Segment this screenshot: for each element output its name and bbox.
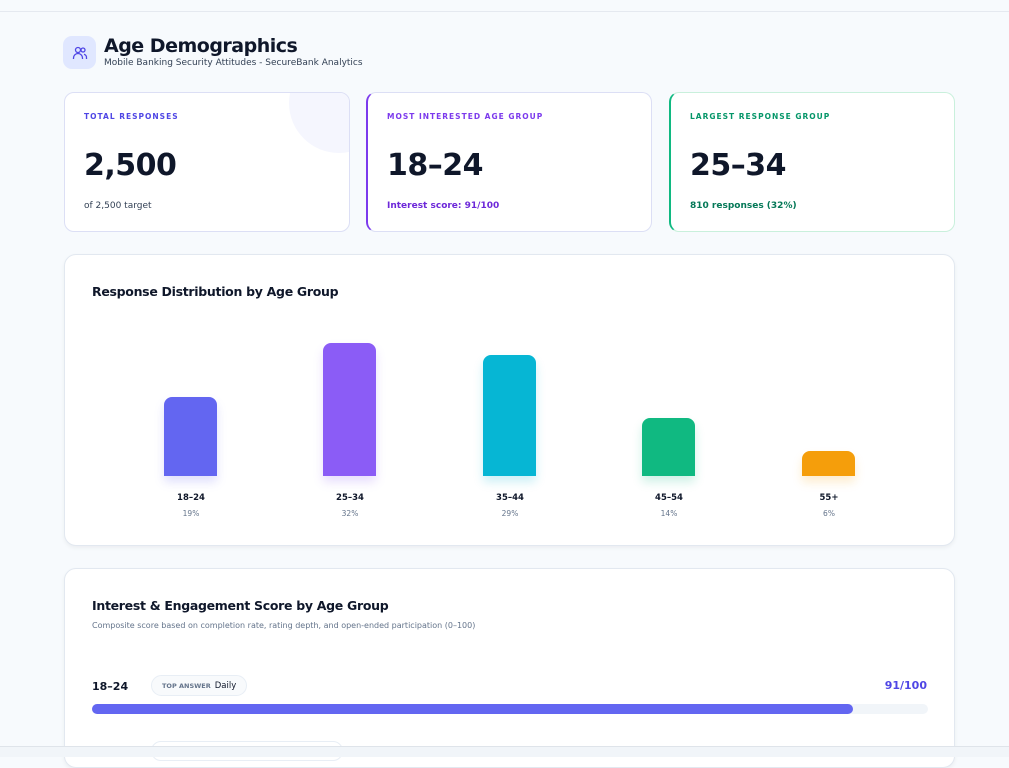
data-label: 14% — [660, 509, 678, 518]
row-age-group: 18–24 — [92, 680, 129, 693]
data-label: 29% — [501, 509, 519, 518]
stat-sub: 810 responses (32%) — [690, 201, 797, 211]
top-answer-label: TOP ANSWER — [162, 681, 211, 690]
engagement-title: Interest & Engagement Score by Age Group — [92, 598, 389, 613]
stat-card-largest-group: LARGEST RESPONSE GROUP 25–34 810 respons… — [669, 92, 955, 232]
top-answer-value: Daily — [214, 680, 237, 691]
bar-0 — [164, 397, 217, 476]
bottom-scroll-area — [0, 746, 1009, 757]
row-score: 91/100 — [884, 679, 927, 692]
top-divider — [0, 11, 1009, 12]
engagement-panel: Interest & Engagement Score by Age Group… — [64, 568, 955, 768]
stat-label: TOTAL RESPONSES — [84, 112, 179, 121]
bar-1 — [323, 343, 376, 476]
stat-card-most-interested: MOST INTERESTED AGE GROUP 18–24 Interest… — [366, 92, 652, 232]
response-distribution-panel: Response Distribution by Age Group 18–24… — [64, 254, 955, 546]
score-track — [92, 704, 928, 714]
top-answer-badge: TOP ANSWER Daily — [151, 675, 248, 696]
bar-3 — [642, 417, 695, 476]
stat-value: 2,500 — [84, 148, 177, 183]
data-label: 6% — [823, 509, 835, 518]
page-title: Age Demographics — [104, 35, 298, 57]
stat-sub: of 2,500 target — [84, 201, 152, 211]
chart-title: Response Distribution by Age Group — [92, 284, 339, 299]
stat-value: 18–24 — [387, 148, 484, 183]
stat-sub: Interest score: 91/100 — [387, 201, 500, 211]
page-subtitle: Mobile Banking Security Attitudes - Secu… — [104, 58, 363, 68]
x-tick-label: 25–34 — [336, 493, 364, 503]
x-tick-label: 18–24 — [177, 493, 205, 503]
bar-4 — [802, 451, 855, 476]
engagement-subtitle: Composite score based on completion rate… — [92, 621, 476, 630]
users-icon — [63, 36, 96, 69]
stat-value: 25–34 — [690, 148, 787, 183]
x-tick-label: 45–54 — [655, 493, 683, 503]
x-tick-label: 35–44 — [496, 493, 524, 503]
data-label: 19% — [182, 509, 200, 518]
stat-label: LARGEST RESPONSE GROUP — [690, 112, 831, 121]
data-label: 32% — [341, 509, 359, 518]
score-fill — [92, 704, 853, 714]
stat-label: MOST INTERESTED AGE GROUP — [387, 112, 544, 121]
stat-card-total-responses: TOTAL RESPONSES 2,500 of 2,500 target — [64, 92, 350, 232]
x-tick-label: 55+ — [819, 493, 839, 503]
bar-2 — [483, 355, 536, 476]
